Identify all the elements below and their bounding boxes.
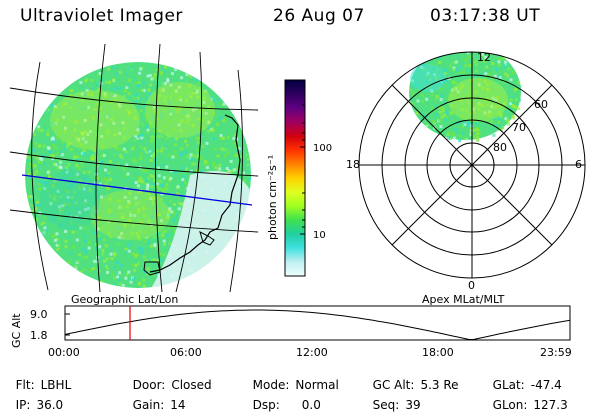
mlt-label: 12 [477, 51, 491, 64]
altitude-x-tick: 23:59 [540, 346, 572, 359]
coastline [149, 114, 241, 273]
colorbar-unit-label: photon cm⁻²s⁻¹ [266, 155, 279, 240]
mlt-label: 0 [468, 279, 475, 292]
altitude-curve [64, 309, 571, 341]
altitude-y-tick: 1.8 [30, 329, 48, 342]
geographic-image-panel [9, 43, 259, 292]
status-flt: Flt: LBHL [15, 378, 72, 392]
graticule [9, 43, 259, 292]
ground-track [21, 174, 253, 206]
altitude-plot-frame [64, 305, 571, 341]
status-glat: GLat: -47.4 [492, 378, 562, 392]
altitude-x-tick: 12:00 [296, 346, 328, 359]
colorbar-scale [284, 79, 306, 277]
observation-date: 26 Aug 07 [273, 6, 365, 26]
altitude-x-tick: 06:00 [170, 346, 202, 359]
status-mode: Mode: Normal [252, 378, 339, 392]
polar-grid [358, 51, 586, 279]
altitude-axis-title: GC Alt [10, 313, 23, 348]
altitude-plot: Geographic Lat/Lon Apex MLat/MLT GC Alt … [10, 293, 572, 359]
status-gain: Gain: 14 [132, 398, 186, 412]
right-panel-caption: Apex MLat/MLT [422, 293, 505, 306]
mlat-label: 60 [534, 98, 548, 111]
mlt-label: 6 [575, 158, 582, 171]
mlat-label: 80 [493, 141, 507, 154]
mlat-label: 70 [512, 121, 526, 134]
altitude-y-tick: 9.0 [30, 308, 48, 321]
status-ip: IP: 36.0 [15, 398, 64, 412]
colorbar-tick-label: 10 [313, 230, 326, 241]
mlt-label: 18 [346, 158, 360, 171]
status-dsp: Dsp: 0.0 [252, 398, 321, 412]
polar-mlat-mlt-panel: 12 18 6 0 60 70 80 [346, 51, 586, 292]
status-gc-alt: GC Alt: 5.3 Re [372, 378, 459, 392]
status-door: Door: Closed [132, 378, 212, 392]
uvi-figure: 100 10 photon cm⁻²s⁻¹ 12 18 6 0 60 70 80 [9, 43, 586, 359]
left-panel-caption: Geographic Lat/Lon [71, 293, 178, 306]
observation-time: 03:17:38 UT [430, 6, 541, 26]
status-glon: GLon: 127.3 [492, 398, 568, 412]
status-seq: Seq: 39 [372, 398, 421, 412]
altitude-x-tick: 18:00 [422, 346, 454, 359]
altitude-x-tick: 00:00 [48, 346, 80, 359]
island-outline [199, 231, 215, 246]
island-outline [143, 261, 161, 276]
colorbar: 100 10 photon cm⁻²s⁻¹ [266, 79, 332, 277]
instrument-title: Ultraviolet Imager [20, 6, 183, 26]
colorbar-tick-label: 100 [313, 143, 332, 154]
